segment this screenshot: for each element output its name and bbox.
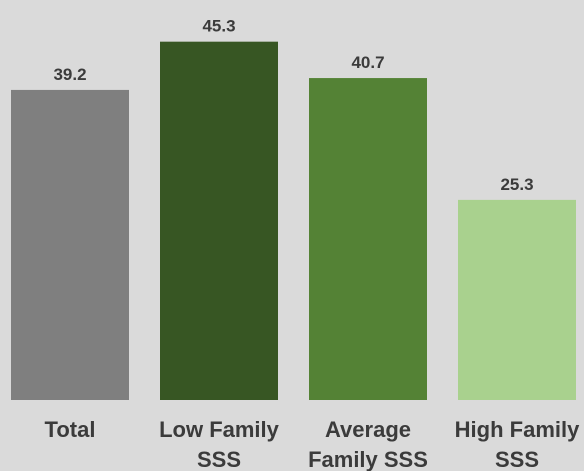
bar-1 (160, 41, 278, 400)
category-label-0: Total (45, 417, 96, 442)
category-label-line: SSS (495, 447, 539, 471)
category-label-line: SSS (197, 447, 241, 471)
value-label-1: 45.3 (202, 17, 235, 36)
bar-3 (458, 199, 576, 400)
category-labels-group: Total Low Family SSS Average Family SSS High … (45, 417, 581, 471)
category-label-line: High Family (455, 417, 580, 442)
category-label-line: Low Family (159, 417, 280, 442)
category-label-2: Average Family SSS (308, 417, 428, 471)
value-label-3: 25.3 (500, 175, 533, 194)
bars-group (11, 41, 576, 401)
bar-2 (309, 78, 427, 401)
value-label-2: 40.7 (351, 53, 384, 72)
category-label-line: Total (45, 417, 96, 442)
value-labels-group: 39.2 45.3 40.7 25.3 (53, 17, 533, 194)
category-label-line: Family SSS (308, 447, 428, 471)
category-label-line: Average (325, 417, 411, 442)
category-label-1: Low Family SSS (159, 417, 280, 471)
bar-0 (11, 89, 129, 400)
value-label-0: 39.2 (53, 65, 86, 84)
category-label-3: High Family SSS (455, 417, 580, 471)
